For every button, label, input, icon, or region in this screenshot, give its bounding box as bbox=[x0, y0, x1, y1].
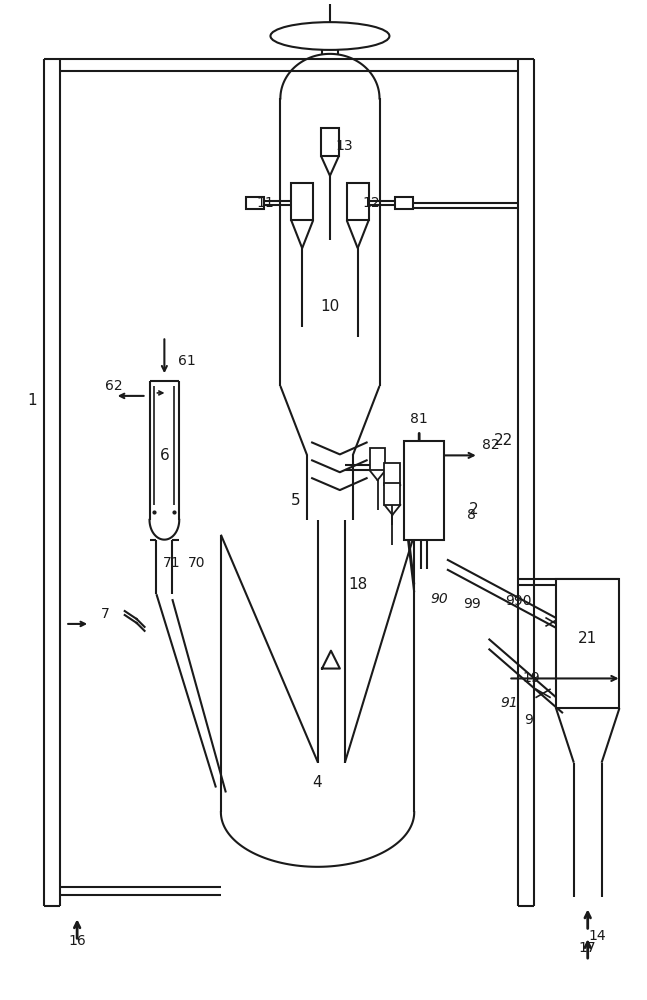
Text: 18: 18 bbox=[348, 577, 367, 592]
Ellipse shape bbox=[270, 22, 389, 50]
Text: 16: 16 bbox=[69, 934, 86, 948]
Text: 99: 99 bbox=[463, 597, 481, 611]
Text: 71: 71 bbox=[162, 556, 180, 570]
Text: 4: 4 bbox=[313, 775, 322, 790]
Bar bbox=[384, 463, 400, 485]
Text: 13: 13 bbox=[335, 139, 353, 153]
Text: 12: 12 bbox=[363, 196, 380, 210]
Text: 7: 7 bbox=[100, 607, 109, 621]
Text: 90: 90 bbox=[430, 592, 448, 606]
Text: 11: 11 bbox=[257, 196, 274, 210]
Text: 21: 21 bbox=[578, 631, 597, 646]
Text: 82: 82 bbox=[482, 438, 499, 452]
Text: 91: 91 bbox=[501, 696, 518, 710]
Bar bbox=[395, 197, 413, 209]
Text: 17: 17 bbox=[579, 941, 597, 955]
Text: 62: 62 bbox=[105, 379, 123, 393]
Bar bbox=[347, 183, 369, 220]
Bar bbox=[369, 448, 386, 470]
Bar bbox=[384, 483, 400, 505]
Text: 5: 5 bbox=[291, 493, 300, 508]
Text: 19: 19 bbox=[522, 671, 540, 685]
Text: 70: 70 bbox=[188, 556, 206, 570]
Bar bbox=[291, 183, 313, 220]
Text: 22: 22 bbox=[494, 433, 513, 448]
Bar bbox=[246, 197, 263, 209]
Text: 6: 6 bbox=[160, 448, 170, 463]
Bar bbox=[556, 579, 619, 708]
Text: 10: 10 bbox=[320, 299, 340, 314]
Text: 61: 61 bbox=[179, 354, 196, 368]
Text: 990: 990 bbox=[505, 594, 532, 608]
Text: 14: 14 bbox=[589, 929, 606, 943]
Text: 8: 8 bbox=[467, 508, 476, 522]
Text: 1: 1 bbox=[28, 393, 38, 408]
Bar bbox=[404, 441, 444, 540]
Text: 9: 9 bbox=[524, 713, 532, 727]
Text: 81: 81 bbox=[410, 412, 428, 426]
Text: 2: 2 bbox=[469, 502, 479, 517]
Bar bbox=[321, 128, 339, 156]
